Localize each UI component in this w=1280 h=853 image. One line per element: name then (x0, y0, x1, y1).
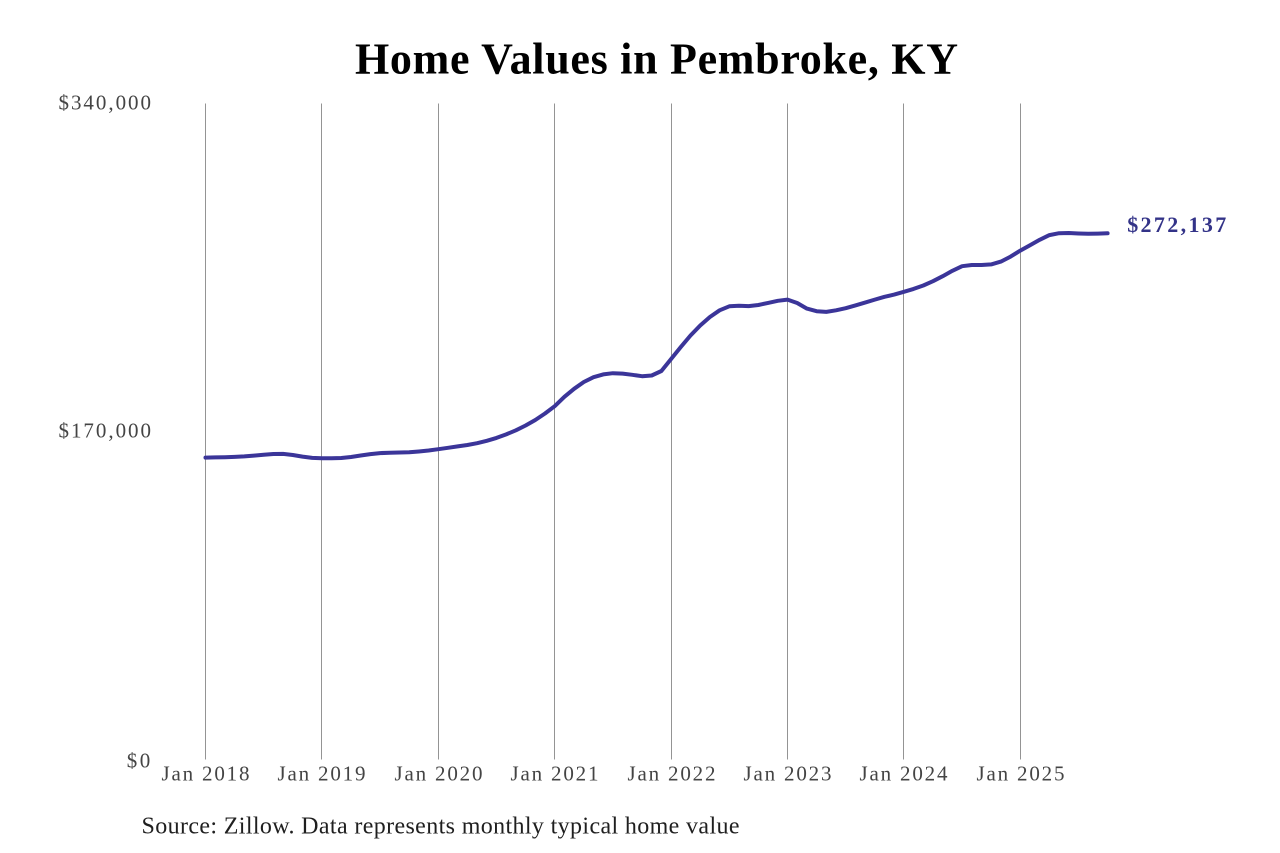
svg-text:Jan 2018: Jan 2018 (162, 761, 250, 785)
svg-text:$0: $0 (127, 749, 151, 773)
svg-text:Source: Zillow. Data represent: Source: Zillow. Data represents monthly … (142, 814, 740, 840)
svg-text:$170,000: $170,000 (59, 419, 152, 443)
svg-text:$272,137: $272,137 (1127, 212, 1226, 237)
svg-text:Jan 2025: Jan 2025 (977, 761, 1065, 785)
svg-text:$340,000: $340,000 (59, 91, 152, 115)
svg-text:Jan 2024: Jan 2024 (860, 761, 949, 785)
svg-text:Home Values in Pembroke, KY: Home Values in Pembroke, KY (355, 35, 958, 84)
svg-text:Jan 2023: Jan 2023 (744, 761, 832, 785)
svg-text:Jan 2022: Jan 2022 (628, 761, 716, 785)
svg-text:Jan 2021: Jan 2021 (511, 761, 599, 785)
svg-text:Jan 2020: Jan 2020 (395, 761, 483, 785)
svg-text:Jan 2019: Jan 2019 (278, 761, 366, 785)
